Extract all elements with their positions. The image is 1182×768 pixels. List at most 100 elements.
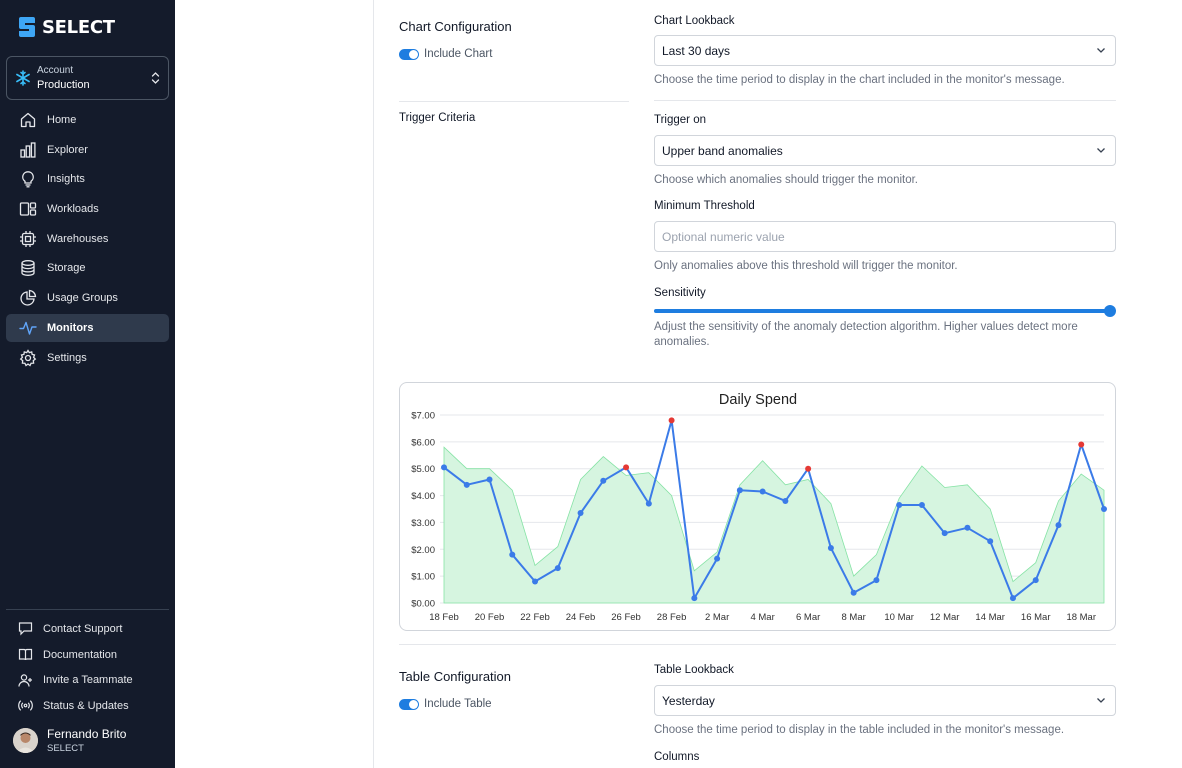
lightbulb-icon	[22, 171, 34, 188]
contact-support-link[interactable]: Contact Support	[6, 616, 169, 642]
home-icon	[20, 112, 36, 128]
gear-icon	[19, 348, 37, 366]
chat-icon	[18, 622, 33, 636]
x-tick-label: 14 Mar	[975, 612, 1005, 623]
data-point	[691, 595, 698, 602]
include-chart-toggle[interactable]: Include Chart	[399, 48, 492, 60]
table-config-title: Table Configuration	[399, 669, 512, 684]
include-table-toggle[interactable]: Include Table	[399, 698, 492, 710]
account-switcher[interactable]: Account Production	[6, 56, 169, 100]
y-tick-label: $0.00	[411, 599, 435, 610]
sidebar-item-label: Usage Groups	[47, 292, 118, 305]
trigger-criteria-title: Trigger Criteria	[399, 112, 476, 124]
divider	[399, 644, 1116, 645]
minimum-threshold-input[interactable]: Optional numeric value	[654, 221, 1116, 252]
sidebar-item-monitors[interactable]: Monitors	[6, 313, 169, 342]
account-value: Production	[37, 79, 90, 91]
user-plus-icon	[18, 674, 32, 687]
data-point	[941, 530, 948, 537]
data-point	[827, 544, 834, 551]
sidebar-item-usage-groups[interactable]: Usage Groups	[6, 284, 169, 312]
link-label: Contact Support	[43, 622, 123, 635]
workloads-icon	[19, 202, 37, 216]
avatar	[13, 728, 38, 753]
data-point	[1055, 522, 1062, 529]
x-tick-label: 26 Feb	[611, 612, 641, 623]
table-lookback-select[interactable]: Yesterday	[654, 685, 1116, 716]
user-org: SELECT	[47, 743, 84, 754]
sidebar-item-warehouses[interactable]: Warehouses	[6, 225, 169, 253]
x-tick-label: 8 Mar	[842, 612, 866, 623]
chart-title: Daily Spend	[719, 392, 797, 408]
trigger-on-help: Choose which anomalies should trigger th…	[654, 174, 919, 186]
data-point	[600, 477, 607, 484]
status-updates-link[interactable]: Status & Updates	[6, 693, 169, 719]
sensitivity-help: Adjust the sensitivity of the anomaly de…	[654, 321, 1078, 348]
chevron-up-down-icon	[151, 72, 160, 84]
x-tick-label: 24 Feb	[566, 612, 596, 623]
sidebar-item-settings[interactable]: Settings	[6, 344, 169, 372]
anomaly-point	[623, 464, 630, 471]
data-point	[554, 565, 561, 572]
database-icon	[21, 260, 35, 277]
account-label: Account	[37, 65, 74, 76]
data-point	[577, 510, 584, 517]
x-tick-label: 10 Mar	[884, 612, 914, 623]
x-tick-label: 12 Mar	[930, 612, 960, 623]
sidebar-item-home[interactable]: Home	[6, 106, 169, 134]
sidebar-item-label: Monitors	[47, 321, 94, 334]
y-tick-label: $6.00	[411, 437, 435, 448]
anomaly-point	[668, 417, 675, 424]
sidebar-item-insights[interactable]: Insights	[6, 165, 169, 193]
data-point	[736, 487, 743, 494]
data-point	[987, 538, 994, 545]
invite-teammate-link[interactable]: Invite a Teammate	[6, 667, 169, 693]
toggle-switch[interactable]	[399, 48, 419, 60]
table-lookback-help: Choose the time period to display in the…	[654, 724, 1065, 736]
expected-band-area	[443, 446, 1105, 604]
sidebar-item-storage[interactable]: Storage	[6, 254, 169, 282]
sidebar-item-explorer[interactable]: Explorer	[6, 136, 169, 164]
link-label: Status & Updates	[43, 699, 129, 712]
chart-lookback-select[interactable]: Last 30 days	[654, 35, 1116, 66]
sidebar-item-label: Warehouses	[47, 232, 109, 245]
sidebar-footer-links: Contact Support Documentation Invite a T…	[6, 609, 169, 719]
spend-line	[443, 419, 1105, 600]
chevron-down-icon	[1097, 698, 1105, 703]
data-point	[964, 524, 971, 531]
sidebar: SELECT Account Production Home Explorer	[0, 0, 175, 768]
input-placeholder: Optional numeric value	[662, 229, 785, 244]
chart-lookback-help: Choose the time period to display in the…	[654, 74, 1065, 86]
x-tick-label: 18 Mar	[1066, 612, 1096, 623]
sidebar-item-label: Insights	[47, 173, 85, 186]
data-point	[532, 578, 539, 585]
chart-config-title: Chart Configuration	[399, 19, 512, 34]
x-tick-label: 18 Feb	[429, 612, 459, 623]
y-tick-label: $2.00	[411, 545, 435, 556]
x-tick-label: 28 Feb	[657, 612, 687, 623]
documentation-link[interactable]: Documentation	[6, 642, 169, 668]
x-tick-label: 16 Mar	[1021, 612, 1051, 623]
select-value: Yesterday	[662, 693, 715, 708]
sensitivity-slider-track[interactable]	[654, 309, 1110, 313]
data-point	[463, 481, 470, 488]
select-logo-icon	[19, 17, 35, 37]
y-tick-label: $7.00	[411, 411, 435, 422]
y-tick-label: $1.00	[411, 572, 435, 583]
data-point	[1032, 577, 1039, 584]
content-left-border	[373, 0, 374, 768]
data-point	[918, 501, 925, 508]
link-label: Invite a Teammate	[43, 674, 133, 687]
toggle-switch[interactable]	[399, 698, 419, 710]
sensitivity-label: Sensitivity	[654, 287, 706, 299]
chevron-down-icon	[1097, 48, 1105, 53]
sidebar-nav: Home Explorer Insights Workloads Warehou…	[6, 106, 169, 373]
x-tick-label: 22 Feb	[520, 612, 550, 623]
data-point	[850, 589, 857, 596]
trigger-on-select[interactable]: Upper band anomalies	[654, 135, 1116, 166]
brand-logo[interactable]: SELECT	[18, 16, 115, 38]
sidebar-item-workloads[interactable]: Workloads	[6, 195, 169, 223]
user-profile[interactable]: Fernando Brito SELECT	[13, 727, 126, 754]
x-tick-label: 20 Feb	[475, 612, 505, 623]
sensitivity-slider-thumb[interactable]	[1104, 305, 1116, 317]
